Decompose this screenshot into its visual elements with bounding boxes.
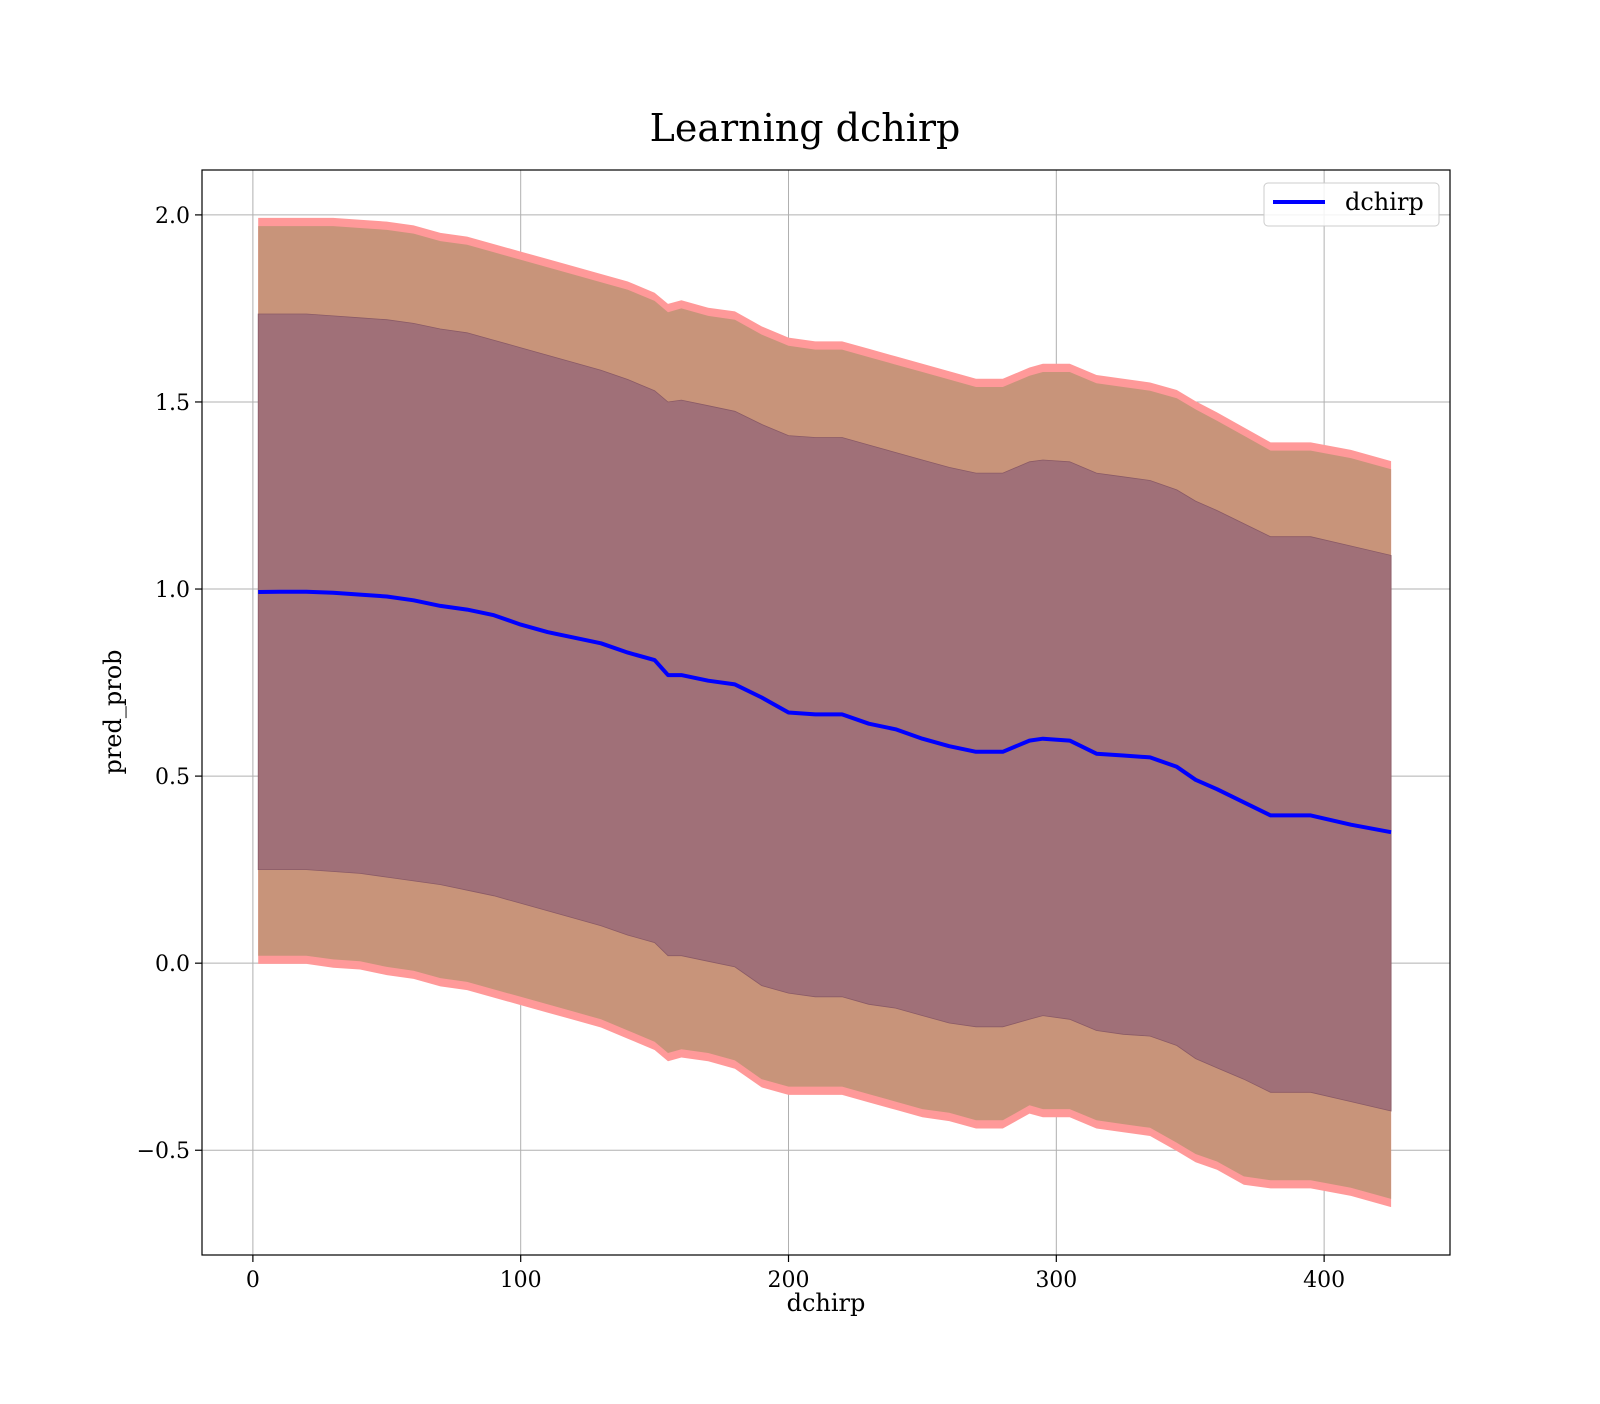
legend-box [1263, 182, 1440, 227]
plot-frame [201, 169, 1451, 1256]
x-tick-label: 100 [500, 1268, 542, 1293]
y-tick-label: 0.5 [155, 765, 190, 790]
x-axis-label: dchirp [787, 1289, 866, 1317]
y-tick-label: −0.5 [137, 1139, 190, 1164]
series-lines [258, 589, 1392, 835]
y-tick-label: 2.0 [155, 204, 190, 229]
legend: dchirp [1263, 182, 1440, 227]
legend-label: dchirp [1345, 188, 1424, 216]
series-line-dchirp [258, 589, 1392, 835]
x-tick-label: 400 [1303, 1268, 1345, 1293]
y-tick-label: 1.5 [155, 391, 190, 416]
x-tick-label: 200 [768, 1268, 810, 1293]
x-tick-label: 0 [246, 1268, 260, 1293]
y-tick-label: 1.0 [155, 578, 190, 603]
y-axis-label: pred_prob [99, 649, 127, 774]
x-tick-label: 300 [1035, 1268, 1077, 1293]
y-tick-label: 0.0 [155, 952, 190, 977]
axis-ticks: 0 100 200 300 400 −0.5 0.0 0.5 1.0 1.5 2.0 [137, 204, 1346, 1293]
chart-title: Learning dchirp [650, 106, 961, 150]
